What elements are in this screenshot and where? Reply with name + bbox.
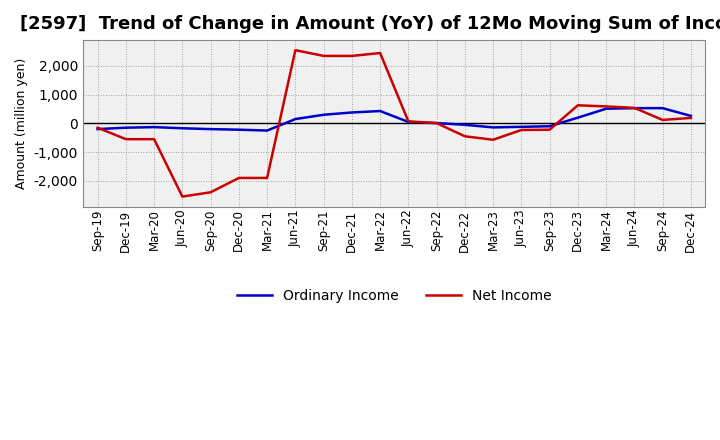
Legend: Ordinary Income, Net Income: Ordinary Income, Net Income [231,283,557,308]
Net Income [150,136,158,142]
Ordinary Income [263,128,271,133]
Line: Net Income: Net Income [98,50,691,197]
Net Income [376,51,384,56]
Ordinary Income [235,127,243,132]
Ordinary Income [207,126,215,132]
Net Income [319,53,328,59]
Net Income [489,137,498,143]
Net Income [348,53,356,59]
Net Income [545,127,554,132]
Net Income [178,194,186,199]
Y-axis label: Amount (million yen): Amount (million yen) [15,58,28,189]
Ordinary Income [489,125,498,130]
Ordinary Income [602,106,611,111]
Ordinary Income [94,126,102,132]
Net Income [291,48,300,53]
Ordinary Income [178,126,186,131]
Ordinary Income [376,108,384,114]
Ordinary Income [574,115,582,120]
Ordinary Income [348,110,356,115]
Net Income [404,119,413,124]
Net Income [94,125,102,130]
Title: [2597]  Trend of Change in Amount (YoY) of 12Mo Moving Sum of Incomes: [2597] Trend of Change in Amount (YoY) o… [20,15,720,33]
Net Income [235,175,243,180]
Net Income [432,121,441,126]
Net Income [602,104,611,109]
Ordinary Income [404,119,413,125]
Ordinary Income [291,117,300,122]
Net Income [207,190,215,195]
Net Income [630,105,639,110]
Net Income [263,175,271,180]
Ordinary Income [517,124,526,129]
Ordinary Income [658,106,667,111]
Net Income [574,103,582,108]
Ordinary Income [630,106,639,111]
Net Income [687,115,696,121]
Net Income [461,134,469,139]
Net Income [517,127,526,132]
Ordinary Income [150,125,158,130]
Ordinary Income [461,122,469,128]
Ordinary Income [545,124,554,129]
Ordinary Income [319,112,328,117]
Ordinary Income [687,113,696,118]
Ordinary Income [122,125,130,130]
Ordinary Income [432,121,441,126]
Net Income [122,136,130,142]
Net Income [658,117,667,123]
Line: Ordinary Income: Ordinary Income [98,108,691,131]
